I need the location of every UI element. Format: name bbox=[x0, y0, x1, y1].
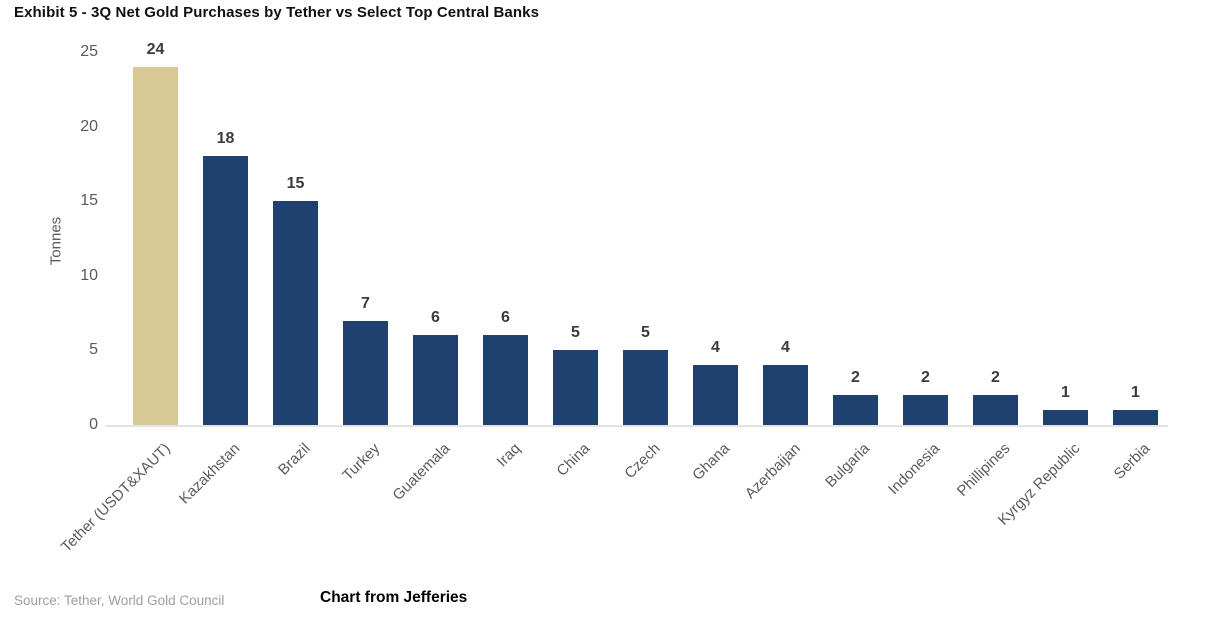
x-axis-category-label: Indonesia bbox=[885, 440, 944, 499]
y-axis-tick-label: 5 bbox=[89, 341, 98, 359]
bar-value-label: 4 bbox=[781, 339, 790, 356]
bar-value-label: 18 bbox=[216, 130, 235, 147]
y-axis-tick-label: 15 bbox=[80, 192, 98, 210]
chart-attribution: Chart from Jefferies bbox=[320, 589, 468, 606]
x-axis-category-label: Serbia bbox=[1110, 440, 1154, 483]
bar-value-label: 2 bbox=[991, 369, 1000, 386]
bar-12 bbox=[973, 395, 1018, 425]
x-axis-category-label: Azerbaijan bbox=[741, 440, 804, 503]
bar-value-label: 24 bbox=[146, 41, 165, 58]
x-axis-category-label: Tether (USDT&XAUT) bbox=[57, 440, 174, 556]
x-axis-category-label: Ghana bbox=[689, 440, 734, 484]
bar-8 bbox=[693, 365, 738, 425]
bar-value-label: 2 bbox=[851, 369, 860, 386]
bar-2 bbox=[273, 201, 318, 425]
x-axis-category-label: Czech bbox=[621, 440, 664, 483]
bar-value-label: 1 bbox=[1131, 384, 1140, 401]
bar-4 bbox=[413, 335, 458, 425]
source-note: Source: Tether, World Gold Council bbox=[14, 593, 225, 608]
bar-value-label: 6 bbox=[431, 309, 440, 326]
bar-1 bbox=[203, 156, 248, 425]
x-axis-category-label: Turkey bbox=[339, 440, 384, 485]
bar-value-label: 15 bbox=[286, 175, 305, 192]
bar-value-label: 4 bbox=[711, 339, 720, 356]
bar-6 bbox=[553, 350, 598, 425]
y-axis-tick-label: 0 bbox=[89, 416, 98, 433]
x-axis-category-label: China bbox=[553, 440, 594, 480]
x-axis-category-label: Guatemala bbox=[389, 440, 454, 504]
x-axis-category-label: Kazakhstan bbox=[176, 440, 244, 508]
x-axis-category-label: Iraq bbox=[493, 440, 524, 471]
bar-value-label: 1 bbox=[1061, 384, 1070, 401]
x-axis-category-label: Bulgaria bbox=[822, 440, 874, 491]
bar-value-label: 2 bbox=[921, 369, 930, 386]
bar-value-label: 6 bbox=[501, 309, 510, 326]
bar-9 bbox=[763, 365, 808, 425]
chart-title: Exhibit 5 - 3Q Net Gold Purchases by Tet… bbox=[14, 4, 540, 21]
bar-5 bbox=[483, 335, 528, 425]
bar-14 bbox=[1113, 410, 1158, 425]
x-axis-category-label: Phillipines bbox=[953, 440, 1014, 500]
bar-3 bbox=[343, 321, 388, 425]
y-axis-title: Tonnes bbox=[47, 216, 65, 266]
bar-value-label: 5 bbox=[571, 324, 580, 341]
bar-11 bbox=[903, 395, 948, 425]
bar-13 bbox=[1043, 410, 1088, 425]
bar-7 bbox=[623, 350, 668, 425]
y-axis-tick-label: 20 bbox=[80, 117, 98, 135]
bar-value-label: 7 bbox=[361, 295, 370, 312]
bar-0 bbox=[133, 67, 178, 425]
bar-value-label: 5 bbox=[641, 324, 650, 341]
x-axis-line bbox=[105, 425, 1168, 427]
bar-10 bbox=[833, 395, 878, 425]
x-axis-category-label: Brazil bbox=[274, 440, 314, 479]
y-axis-tick-label: 25 bbox=[80, 43, 98, 60]
y-axis-tick-label: 10 bbox=[80, 266, 98, 284]
